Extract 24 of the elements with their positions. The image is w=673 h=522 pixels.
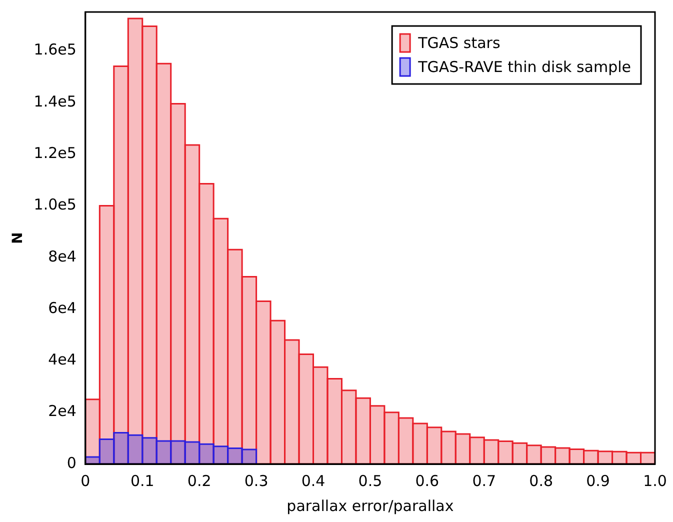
x-tick-label: 0.4 (301, 472, 326, 490)
x-tick-label: 0.8 (529, 472, 554, 490)
x-tick-label: 1.0 (643, 472, 667, 490)
x-tick-label: 0.1 (130, 472, 154, 490)
y-tick-label: 1.2e5 (34, 144, 76, 162)
y-tick-label: 0 (66, 454, 76, 472)
legend-label: TGAS stars (417, 34, 500, 52)
x-axis-title: parallax error/parallax (286, 496, 454, 515)
x-tick-label: 0 (80, 472, 90, 490)
y-tick-label: 4e4 (48, 350, 76, 369)
x-tick-label: 0.5 (358, 472, 382, 490)
y-tick-label: 1.0e5 (34, 196, 76, 214)
x-tick-label: 0.2 (187, 472, 212, 490)
y-tick-label: 1.6e5 (34, 40, 76, 59)
x-tick-label: 0.3 (244, 472, 268, 490)
y-axis-title: N (10, 232, 26, 244)
y-tick-label: 1.4e5 (34, 92, 76, 110)
y-tick-label: 8e4 (48, 247, 76, 266)
y-tick-label: 2e4 (48, 402, 76, 420)
x-tick-label: 0.6 (415, 472, 440, 490)
x-tick-label: 0.9 (586, 472, 610, 490)
x-tick-label: 0.7 (472, 472, 496, 490)
legend-label: TGAS-RAVE thin disk sample (417, 58, 632, 76)
y-tick-label: 6e4 (48, 298, 76, 317)
